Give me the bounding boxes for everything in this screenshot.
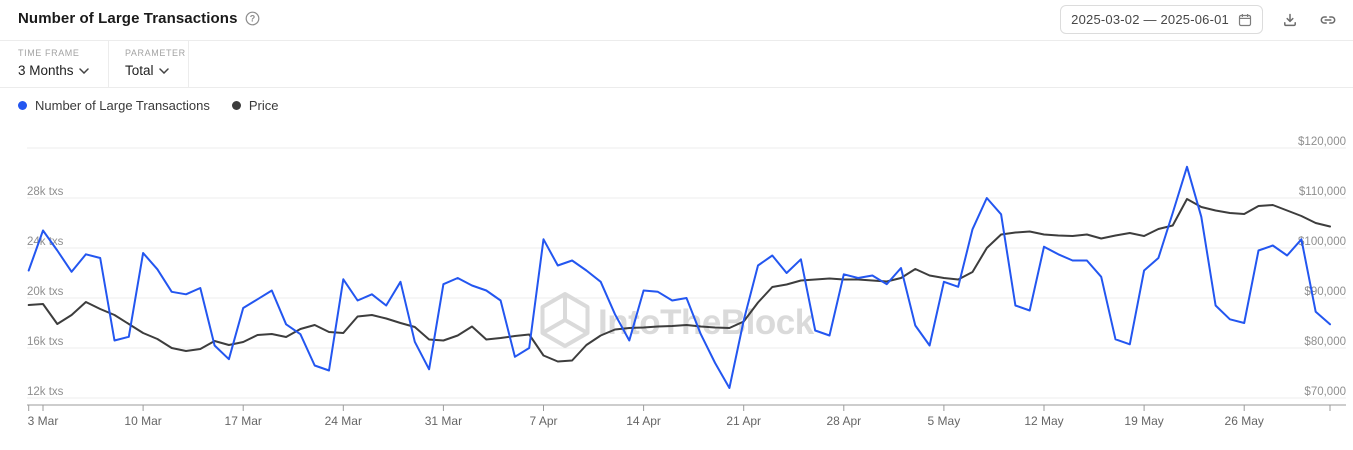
svg-text:$120,000: $120,000 — [1298, 136, 1346, 148]
time-frame-label: TIME FRAME — [18, 48, 80, 58]
svg-text:7 Apr: 7 Apr — [529, 414, 557, 428]
link-icon — [1319, 12, 1337, 28]
svg-text:14 Apr: 14 Apr — [626, 414, 661, 428]
calendar-icon — [1238, 13, 1252, 27]
svg-text:24k txs: 24k txs — [27, 236, 64, 248]
svg-text:21 Apr: 21 Apr — [726, 414, 761, 428]
svg-text:17 Mar: 17 Mar — [225, 414, 262, 428]
x-axis: 3 Mar 10 Mar 17 Mar 24 Mar 31 Mar 7 Apr 14 Apr… — [27, 404, 1346, 428]
svg-text:$110,000: $110,000 — [1299, 186, 1346, 198]
legend-dot-dark — [231, 100, 241, 110]
svg-text:10 Mar: 10 Mar — [124, 414, 161, 428]
chart-canvas[interactable]: IntoTheBlock 28k txs 24k txs 20k txs 16k txs… — [0, 130, 1353, 450]
parameter-dropdown[interactable]: PARAMETER Total — [125, 41, 186, 87]
legend-label: Number of Large Transactions — [35, 97, 210, 113]
svg-text:28k txs: 28k txs — [27, 186, 64, 198]
svg-text:24 Mar: 24 Mar — [325, 414, 362, 428]
svg-text:16k txs: 16k txs — [27, 336, 64, 348]
svg-text:28 Apr: 28 Apr — [826, 414, 861, 428]
date-range-picker[interactable]: 2025-03-02 — 2025-06-01 — [1060, 5, 1263, 34]
svg-text:26 May: 26 May — [1225, 414, 1264, 428]
divider — [188, 40, 189, 88]
legend-dot-blue — [18, 100, 27, 110]
svg-text:3 Mar: 3 Mar — [28, 414, 59, 428]
divider — [108, 40, 109, 88]
time-frame-value: 3 Months — [18, 63, 74, 78]
date-range-value: 2025-03-02 — 2025-06-01 — [1071, 12, 1229, 27]
download-icon — [1282, 12, 1298, 28]
title-wrap: Number of Large Transactions ? — [18, 10, 260, 27]
svg-text:$100,000: $100,000 — [1298, 236, 1346, 248]
svg-text:5 May: 5 May — [928, 414, 961, 428]
legend-item-price[interactable]: Price — [231, 97, 279, 113]
header: Number of Large Transactions ? 2025-03-0… — [0, 0, 1353, 40]
legend-label: Price — [248, 97, 279, 113]
legend: Number of Large Transactions Price — [18, 95, 279, 115]
chevron-down-icon — [78, 67, 89, 74]
svg-text:12 May: 12 May — [1024, 414, 1063, 428]
header-actions: 2025-03-02 — 2025-06-01 — [1060, 5, 1339, 34]
svg-text:31 Mar: 31 Mar — [425, 414, 462, 428]
parameter-label: PARAMETER — [125, 48, 186, 58]
svg-text:$90,000: $90,000 — [1304, 286, 1346, 298]
watermark: IntoTheBlock — [540, 292, 815, 348]
legend-item-transactions[interactable]: Number of Large Transactions — [18, 98, 210, 113]
controls-bar: TIME FRAME 3 Months PARAMETER Total — [0, 40, 1353, 88]
svg-text:?: ? — [249, 14, 255, 24]
y-axis-left-labels: 28k txs 24k txs 20k txs 16k txs 12k txs — [27, 186, 64, 398]
svg-text:20k txs: 20k txs — [27, 286, 64, 298]
svg-text:19 May: 19 May — [1124, 414, 1163, 428]
price-line-series — [27, 198, 1331, 363]
svg-text:$80,000: $80,000 — [1304, 336, 1346, 348]
svg-text:12k txs: 12k txs — [27, 386, 64, 398]
svg-text:$70,000: $70,000 — [1304, 386, 1346, 398]
chevron-down-icon — [158, 67, 169, 74]
help-icon[interactable]: ? — [245, 11, 260, 26]
copy-link-button[interactable] — [1317, 10, 1339, 30]
parameter-value: Total — [125, 63, 154, 78]
time-frame-dropdown[interactable]: TIME FRAME 3 Months — [18, 41, 89, 87]
gridlines — [27, 147, 1346, 399]
download-button[interactable] — [1280, 10, 1300, 30]
y-axis-right-labels: $120,000 $110,000 $100,000 $90,000 $80,000 $7… — [1298, 136, 1346, 398]
page-title: Number of Large Transactions — [18, 10, 238, 27]
transactions-line-series — [27, 165, 1331, 389]
